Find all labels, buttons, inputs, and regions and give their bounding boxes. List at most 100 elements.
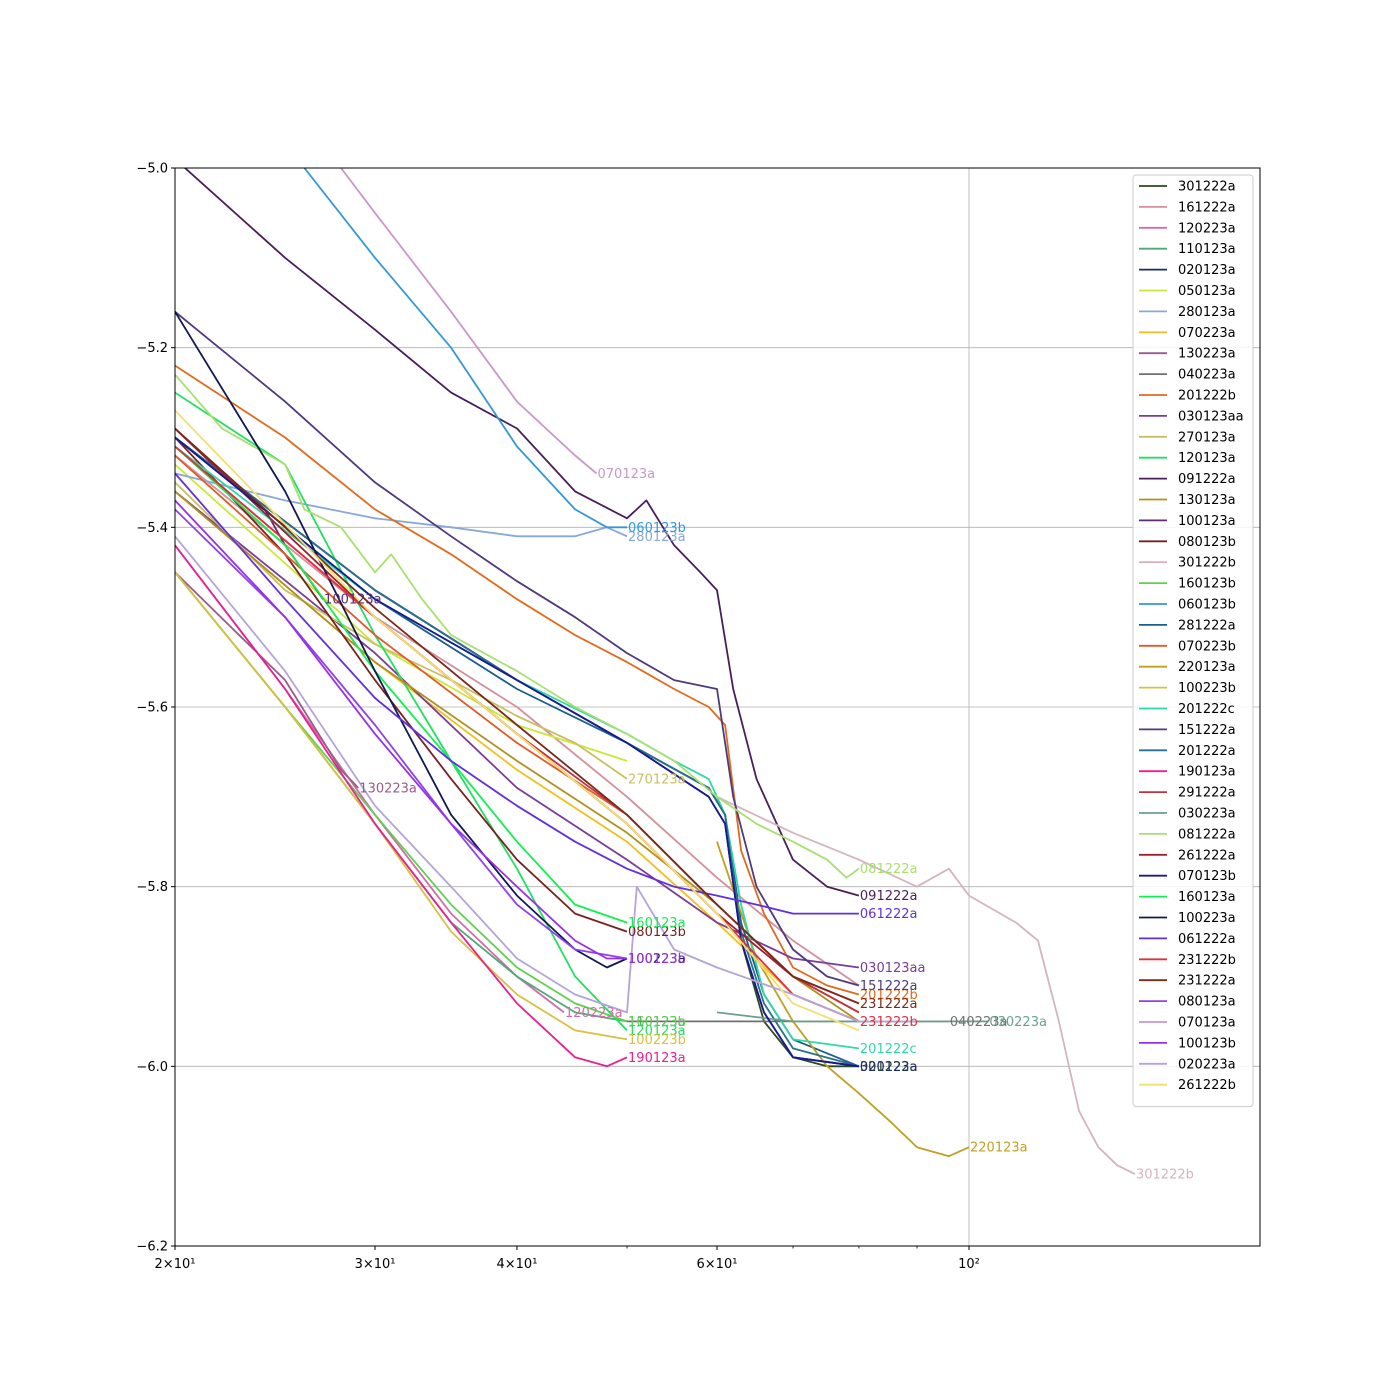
x-tick-label: 10² [958, 1257, 980, 1272]
legend-entry: 060123b [1178, 598, 1236, 613]
series-line-231222a [175, 427, 860, 1005]
series-line-190123a [175, 544, 628, 1068]
series-line-220123a [716, 841, 970, 1158]
legend-entry: 030223a [1178, 807, 1236, 822]
legend-entry: 151222a [1178, 723, 1236, 738]
series-end-label: 160123b [628, 1015, 686, 1030]
legend-entry: 070123b [1178, 869, 1236, 884]
legend: 301222a 161222a 120223a 110123a 020123a 05012… [1132, 174, 1254, 1108]
series-line-060123b [303, 168, 627, 529]
series-line-301222b [716, 795, 1136, 1175]
series-line-070123a [340, 168, 598, 475]
series-end-label: 030223a [989, 1015, 1047, 1030]
legend-entry: 070123a [1178, 1016, 1236, 1031]
series-line-130223a [175, 571, 359, 789]
axis-ticks: −5.0 −5.2 −5.4 −5.6 −5.8 −6.0 −6.2 2×10¹ 3×10¹ 4×… [136, 162, 979, 1273]
series-end-label: 301222a [860, 1060, 918, 1075]
series-line-151222a [175, 311, 860, 987]
legend-entry: 291222a [1178, 786, 1236, 801]
legend-entry: 100223a [1178, 911, 1236, 926]
legend-entry: 201222b [1178, 389, 1236, 404]
legend-entry: 261222b [1178, 1078, 1236, 1093]
x-tick-label: 6×10¹ [697, 1257, 738, 1272]
series-line-061222a [175, 472, 859, 915]
series-end-label: 100123a [324, 593, 382, 608]
series-end-label: 280123a [628, 530, 686, 545]
series-end-label: 160123a [628, 916, 686, 931]
legend-entry: 080123a [1178, 995, 1236, 1010]
series-end-label: 201222b [860, 988, 918, 1003]
series-end-label: 201222c [860, 1042, 917, 1057]
legend-entry: 100223b [1178, 681, 1236, 696]
legend-entry: 110123a [1178, 242, 1236, 257]
series-end-label: 020123a [860, 1060, 918, 1075]
legend-entry: 120123a [1178, 451, 1236, 466]
series-line-030123aa [175, 490, 860, 969]
series-end-label: 040223a [950, 1015, 1008, 1030]
series-line-201222a [175, 436, 860, 1068]
x-tick-label: 4×10¹ [496, 1257, 537, 1272]
legend-entry: 130223a [1178, 347, 1236, 362]
series-line-070123b [175, 436, 860, 1068]
legend-entry: 190123a [1178, 765, 1236, 780]
series-end-label: 110123a [628, 1015, 686, 1030]
legend-entry: 091222a [1178, 472, 1236, 487]
series-line-201222b [175, 364, 860, 996]
series-end-label: 220123a [970, 1141, 1028, 1156]
legend-entry: 070223a [1178, 326, 1236, 341]
legend-entry: 061222a [1178, 932, 1236, 947]
series-line-261222b [175, 409, 860, 1032]
legend-entry: 050123a [1178, 284, 1236, 299]
y-tick-label: −6.0 [136, 1060, 168, 1075]
series-end-label: 081222a [860, 862, 918, 877]
series-end-label: 151222a [860, 979, 918, 994]
series-end-label: 130223a [359, 781, 417, 796]
series-end-label: 231222a [860, 997, 918, 1012]
series-line-081222a [175, 374, 860, 879]
legend-entry: 120223a [1178, 221, 1236, 236]
y-tick-label: −6.2 [136, 1240, 168, 1255]
legend-entry: 201222c [1178, 702, 1235, 717]
legend-entry: 020123a [1178, 263, 1236, 278]
series-end-label: 190123a [628, 1051, 686, 1066]
legend-entry: 270123a [1178, 430, 1236, 445]
legend-entry: 070223b [1178, 639, 1236, 654]
legend-entry: 231222b [1178, 953, 1236, 968]
series-line-280123a [175, 472, 628, 538]
series-lines [175, 168, 1136, 1175]
series-end-label: 100223a [628, 952, 686, 967]
series-end-label: 231222b [860, 1015, 918, 1030]
series-end-labels: 301222a 120223a 110123a 020123a 280123a 13022… [324, 467, 1194, 1183]
legend-entry: 100123b [1178, 1036, 1236, 1051]
series-end-label: 120123a [628, 1024, 686, 1039]
legend-entry: 201222a [1178, 744, 1236, 759]
legend-entry: 161222a [1178, 200, 1236, 215]
legend-box [1132, 174, 1254, 1108]
series-line-050123a [175, 463, 628, 762]
y-tick-label: −5.4 [136, 521, 168, 536]
legend-entry: 261222a [1178, 848, 1236, 863]
y-tick-label: −5.8 [136, 880, 168, 895]
legend-entry: 231222a [1178, 974, 1236, 989]
series-end-label: 100123b [628, 952, 686, 967]
series-end-label: 301222b [1136, 1168, 1194, 1183]
legend-entry: 280123a [1178, 305, 1236, 320]
legend-entry: 160123b [1178, 577, 1236, 592]
series-end-label: 080123b [628, 925, 686, 940]
series-end-label: 060123b [628, 521, 686, 536]
legend-entry: 130123a [1178, 493, 1236, 508]
legend-entry: 040223a [1178, 368, 1236, 383]
series-end-label: 100223b [628, 1033, 686, 1048]
series-line-100223b [175, 571, 628, 1041]
series-end-label: 030123aa [860, 961, 926, 976]
y-tick-label: −5.0 [136, 162, 168, 177]
series-line-020223a [175, 535, 917, 1023]
legend-entry: 020223a [1178, 1057, 1236, 1072]
series-end-label: 270123a [628, 772, 686, 787]
legend-entry: 030123aa [1178, 409, 1244, 424]
legend-entry: 220123a [1178, 660, 1236, 675]
legend-entry: 160123a [1178, 890, 1236, 905]
series-end-label: 061222a [860, 907, 918, 922]
series-line-091222a [183, 168, 860, 897]
legend-entry: 281222a [1178, 618, 1236, 633]
